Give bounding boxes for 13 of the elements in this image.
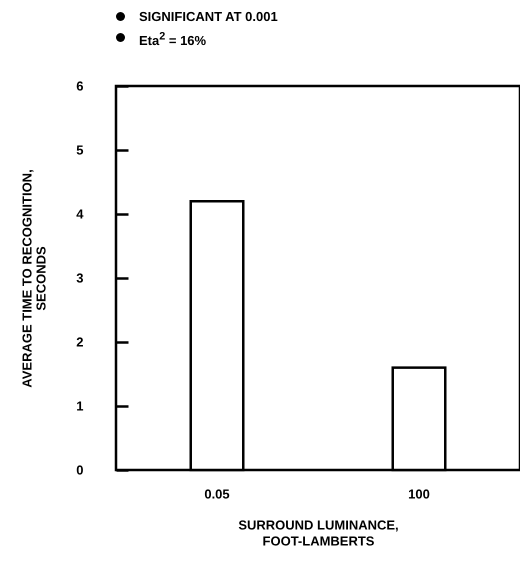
x-axis-title: SURROUND LUMINANCE, FOOT-LAMBERTS [238,518,399,548]
text: Eta$^{2}$ = 16% [139,31,206,48]
y-tick-label: 3 [76,270,84,286]
text: SIGNIFICANT AT 0.001 [139,9,278,24]
y-axis-title: AVERAGE TIME TO RECOGNITION, SECONDS [19,169,48,388]
y-tick-label: 5 [76,142,84,158]
y-tick-label: 0 [76,462,84,478]
y-tick-label: 2 [76,334,84,350]
y-tick-label: 6 [76,78,84,94]
y-tick-label: 1 [76,398,84,414]
y-tick-label: 4 [76,206,84,222]
x-tick-label: 100 [408,486,430,502]
x-tick-label: 0.05 [204,486,230,502]
